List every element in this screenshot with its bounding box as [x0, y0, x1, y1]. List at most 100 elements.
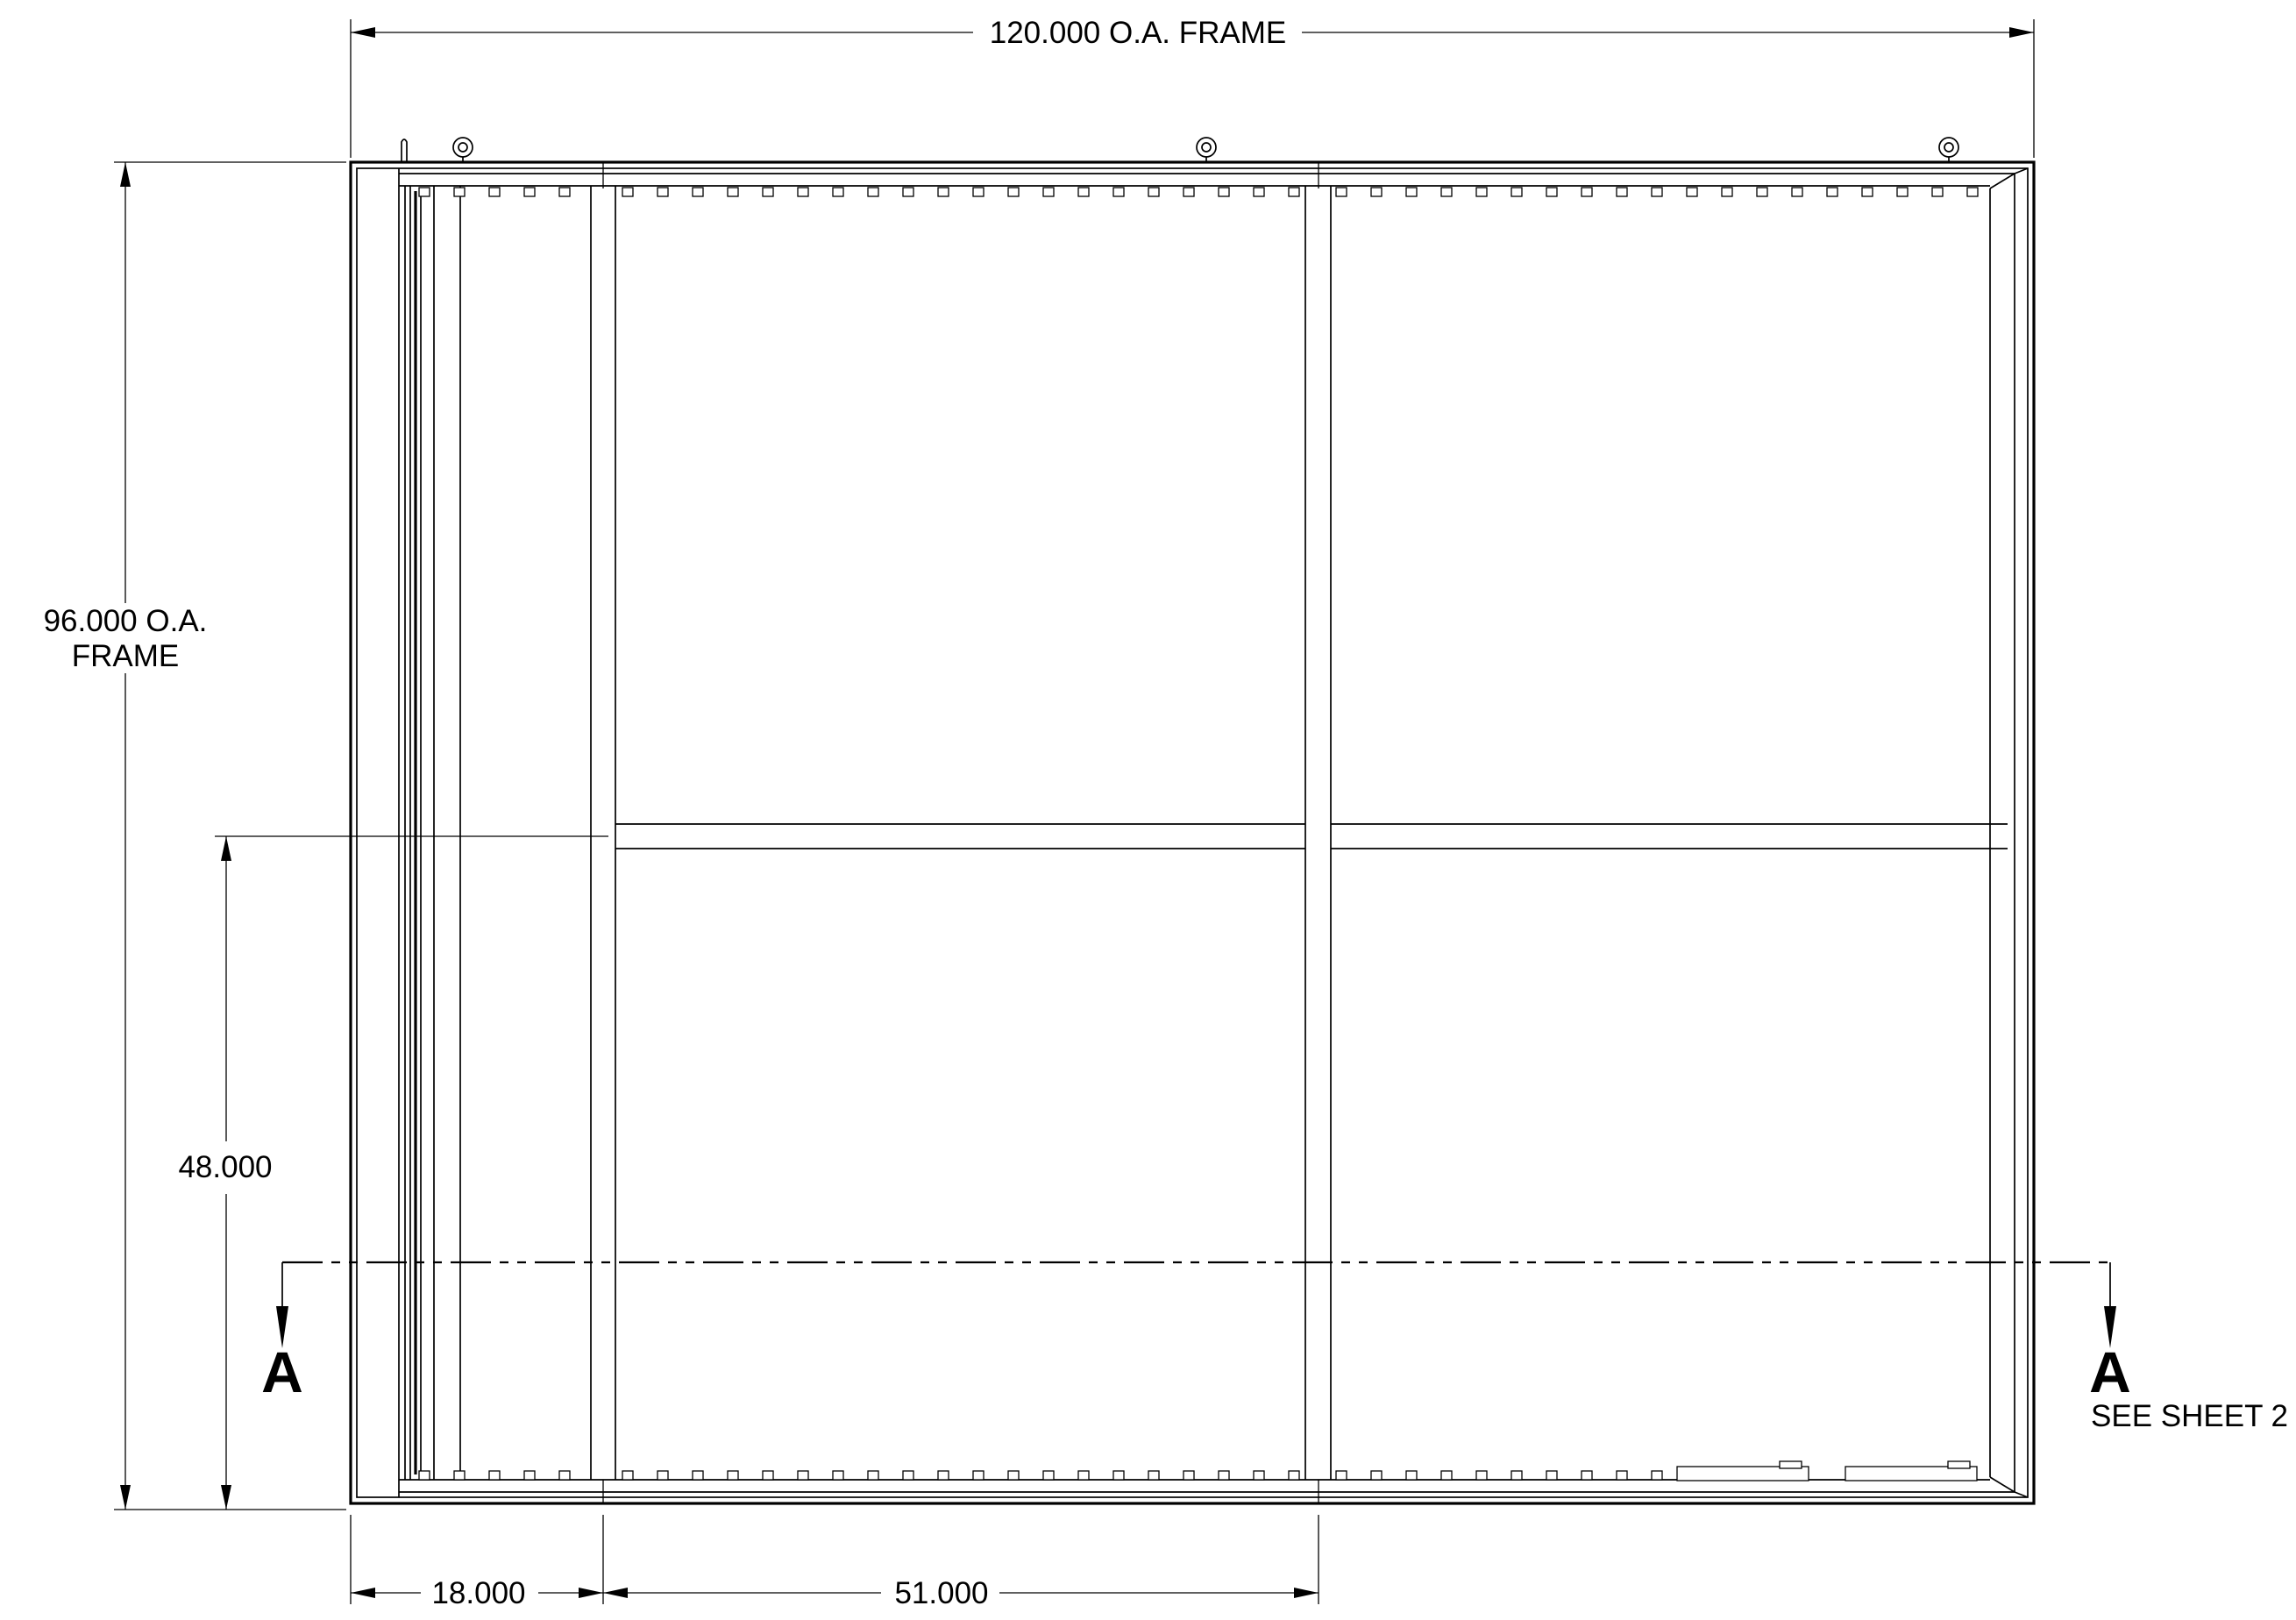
clip	[453, 187, 466, 197]
bottom-clip-row	[418, 1470, 1663, 1481]
dimension-overall-height: 96.000 O.A. FRAME	[44, 161, 346, 1510]
clip	[1218, 187, 1230, 197]
clip	[1253, 187, 1265, 197]
clip	[1007, 1470, 1020, 1481]
clip	[488, 187, 501, 197]
clip	[1370, 1470, 1383, 1481]
clip	[558, 1470, 571, 1481]
clip	[418, 187, 430, 197]
clip	[1148, 187, 1160, 197]
top-clip-row	[418, 187, 1979, 197]
clip	[1791, 187, 1803, 197]
clip	[1405, 1470, 1418, 1481]
clip	[1218, 1470, 1230, 1481]
dimension-label-mid-height: 48.000	[178, 1150, 272, 1184]
clip	[1288, 187, 1300, 197]
left-jamb	[398, 139, 461, 1497]
clip	[1288, 1470, 1300, 1481]
clip	[867, 1470, 879, 1481]
clip	[727, 187, 739, 197]
clip	[1440, 187, 1453, 197]
clip	[657, 187, 669, 197]
clip	[902, 187, 914, 197]
clip	[1077, 1470, 1090, 1481]
clip	[1616, 1470, 1628, 1481]
clip	[1896, 187, 1909, 197]
clip	[1826, 187, 1838, 197]
clip	[1651, 187, 1663, 197]
lifting-eye-icon	[1196, 137, 1217, 162]
bottom-hardware	[1676, 1460, 1978, 1481]
clip	[1077, 187, 1090, 197]
clip	[832, 187, 844, 197]
clip	[1616, 187, 1628, 197]
clip	[832, 1470, 844, 1481]
cross-member	[615, 823, 2008, 849]
clip	[1042, 1470, 1055, 1481]
clip	[1651, 1470, 1663, 1481]
clip	[692, 187, 704, 197]
dimension-overall-width: 120.000 O.A. FRAME	[350, 16, 2035, 158]
mullions	[590, 162, 1332, 1503]
clip	[453, 1470, 466, 1481]
clip	[558, 187, 571, 197]
clip	[937, 187, 949, 197]
clip	[622, 1470, 634, 1481]
clip	[488, 1470, 501, 1481]
clip	[1686, 187, 1698, 197]
clip	[1253, 1470, 1265, 1481]
lifting-eye-icons	[452, 137, 1959, 162]
clip	[1183, 187, 1195, 197]
dimension-label-overall-height-line2: FRAME	[72, 639, 180, 673]
dimension-label-center-bay: 51.000	[894, 1576, 988, 1610]
dimension-bays: 18.000 51.000	[350, 1515, 1319, 1610]
clip	[1112, 187, 1125, 197]
clip	[1511, 1470, 1523, 1481]
clip	[1475, 1470, 1488, 1481]
clip	[1335, 1470, 1347, 1481]
clip	[418, 1470, 430, 1481]
clip	[1546, 1470, 1558, 1481]
clip	[1721, 187, 1733, 197]
clip	[1931, 187, 1944, 197]
clip	[867, 187, 879, 197]
clip	[523, 187, 536, 197]
clip	[762, 187, 774, 197]
clip	[1405, 187, 1418, 197]
clip	[1112, 1470, 1125, 1481]
clip	[1370, 187, 1383, 197]
clip	[1007, 187, 1020, 197]
clip	[1475, 187, 1488, 197]
lifting-eye-icon	[1938, 137, 1959, 162]
clip	[972, 187, 985, 197]
clip	[1581, 1470, 1593, 1481]
clip	[1756, 187, 1768, 197]
clip	[1581, 187, 1593, 197]
clip	[1148, 1470, 1160, 1481]
clip	[622, 187, 634, 197]
clip	[523, 1470, 536, 1481]
clip	[1335, 187, 1347, 197]
section-note: SEE SHEET 2	[2091, 1399, 2288, 1433]
dimension-mid-height: 48.000	[178, 835, 608, 1510]
clip	[902, 1470, 914, 1481]
clip	[937, 1470, 949, 1481]
outer-frame	[349, 160, 2036, 1505]
clip	[1440, 1470, 1453, 1481]
clip	[1183, 1470, 1195, 1481]
section-marker-left: A	[261, 1339, 303, 1404]
section-marker-right: A	[2089, 1339, 2131, 1404]
clip	[1511, 187, 1523, 197]
clip	[762, 1470, 774, 1481]
dimension-label-overall-height-line1: 96.000 O.A.	[44, 604, 208, 638]
clip	[972, 1470, 985, 1481]
section-cut: A A SEE SHEET 2	[261, 1261, 2288, 1433]
clip	[1042, 187, 1055, 197]
clip	[797, 1470, 809, 1481]
clip	[797, 187, 809, 197]
dimension-label-left-bay: 18.000	[431, 1576, 525, 1610]
clip	[727, 1470, 739, 1481]
lifting-eye-icon	[452, 137, 473, 162]
clip	[692, 1470, 704, 1481]
